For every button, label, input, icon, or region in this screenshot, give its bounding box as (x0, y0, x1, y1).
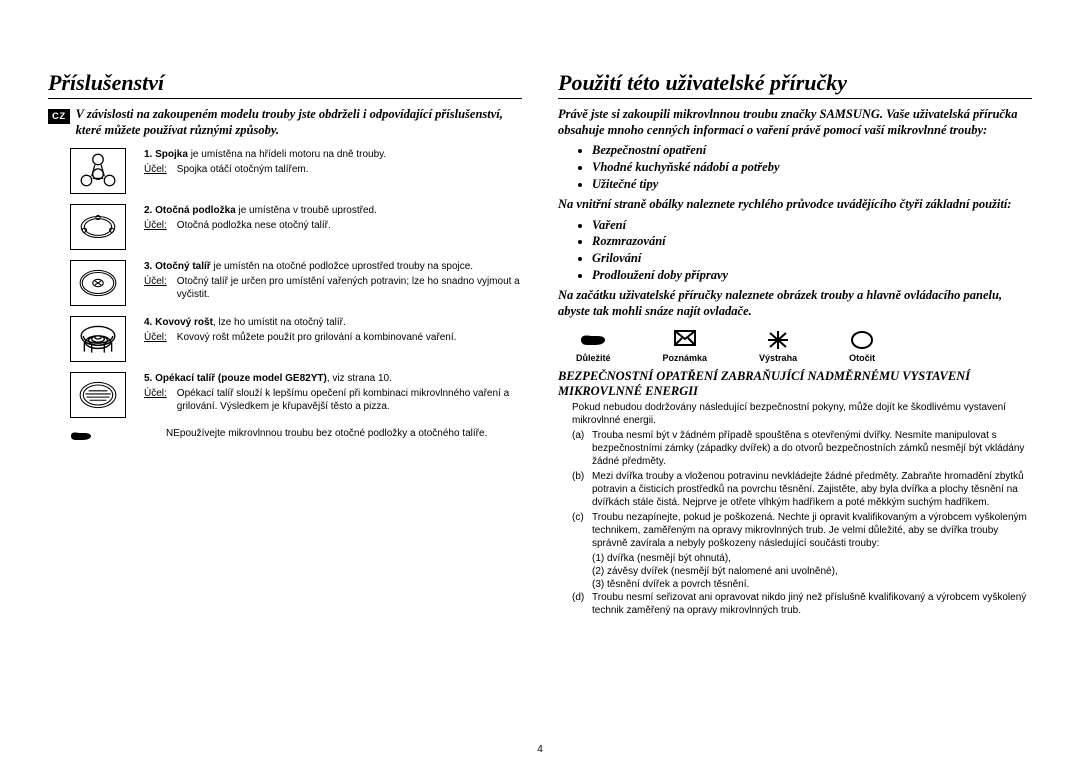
accessory-text: 5. Opékací talíř (pouze model GE82YT), v… (144, 372, 522, 414)
list-item: Rozmrazování (592, 233, 1032, 250)
accessory-text: 4. Kovový rošt, lze ho umístit na otočný… (144, 316, 456, 344)
note-icon: Poznámka (663, 329, 708, 363)
crusty-plate-icon (70, 372, 126, 418)
accessory-list: 1. Spojka je umístěna na hřídeli motoru … (48, 148, 522, 418)
right-heading: Použití této uživatelské příručky (558, 70, 1032, 99)
important-icon: Důležité (576, 329, 611, 363)
list-item: (1) dvířka (nesmějí být ohnutá), (592, 552, 1032, 565)
roller-ring-icon (70, 204, 126, 250)
list-item: Bezpečnostní opatření (592, 142, 1032, 159)
left-heading: Příslušenství (48, 70, 522, 99)
right-p1: Právě jste si zakoupili mikrovlnnou trou… (558, 107, 1032, 138)
left-column: Příslušenství CZ V závislosti na zakoupe… (48, 70, 530, 619)
page: Příslušenství CZ V závislosti na zakoupe… (48, 70, 1032, 619)
list-item: Vaření (592, 217, 1032, 234)
left-intro-row: CZ V závislosti na zakoupeném modelu tro… (48, 107, 522, 138)
accessory-text: 3. Otočný talíř je umístěn na otočné pod… (144, 260, 522, 302)
list-item: (a)Trouba nesmí být v žádném případě spo… (572, 429, 1032, 468)
list-item: (2) závěsy dvířek (nesmějí být nalomené … (592, 565, 1032, 578)
accessory-item: 4. Kovový rošt, lze ho umístit na otočný… (48, 316, 522, 362)
list-item: Grilování (592, 250, 1032, 267)
right-p2: Na vnitřní straně obálky naleznete rychl… (558, 197, 1032, 213)
bullet-list-2: Vaření Rozmrazování Grilování Prodloužen… (558, 217, 1032, 285)
warning-icon: Výstraha (759, 329, 797, 363)
abc-list: (a)Trouba nesmí být v žádném případě spo… (572, 429, 1032, 617)
accessory-item: 5. Opékací talíř (pouze model GE82YT), v… (48, 372, 522, 418)
icons-row: Důležité Poznámka Výstraha Otočit (576, 329, 1032, 363)
hand-icon (70, 428, 92, 447)
rotate-icon: Otočit (849, 329, 875, 363)
bullet-list-1: Bezpečnostní opatření Vhodné kuchyňské n… (558, 142, 1032, 193)
accessory-item: 3. Otočný talíř je umístěn na otočné pod… (48, 260, 522, 306)
list-item: (3) těsnění dvířek a povrch těsnění. (592, 578, 1032, 591)
coupler-icon (70, 148, 126, 194)
accessory-item: 1. Spojka je umístěna na hřídeli motoru … (48, 148, 522, 194)
cz-badge: CZ (48, 109, 70, 124)
accessory-text: 1. Spojka je umístěna na hřídeli motoru … (144, 148, 386, 176)
page-number: 4 (0, 744, 1080, 755)
list-item: Užitečné tipy (592, 176, 1032, 193)
sub-list: (1) dvířka (nesmějí být ohnutá), (2) záv… (592, 552, 1032, 591)
list-item: (b)Mezi dvířka trouby a vloženou potravi… (572, 470, 1032, 509)
accessory-text: 2. Otočná podložka je umístěna v troubě … (144, 204, 377, 232)
list-item: Vhodné kuchyňské nádobí a potřeby (592, 159, 1032, 176)
left-intro: V závislosti na zakoupeném modelu trouby… (76, 107, 522, 138)
safety-intro: Pokud nebudou dodržovány následující bez… (572, 401, 1032, 427)
metal-rack-icon (70, 316, 126, 362)
left-warning: NEpoužívejte mikrovlnnou troubu bez otoč… (48, 428, 522, 447)
right-p3: Na začátku uživatelské příručky naleznet… (558, 288, 1032, 319)
list-item: (c)Troubu nezapínejte, pokud je poškozen… (572, 511, 1032, 550)
accessory-item: 2. Otočná podložka je umístěna v troubě … (48, 204, 522, 250)
turntable-icon (70, 260, 126, 306)
safety-heading: BEZPEČNOSTNÍ OPATŘENÍ ZABRAŇUJÍCÍ NADMĚR… (558, 369, 1032, 399)
right-column: Použití této uživatelské příručky Právě … (550, 70, 1032, 619)
list-item: Prodloužení doby přípravy (592, 267, 1032, 284)
list-item: (d)Troubu nesmí seřizovat ani opravovat … (572, 591, 1032, 617)
